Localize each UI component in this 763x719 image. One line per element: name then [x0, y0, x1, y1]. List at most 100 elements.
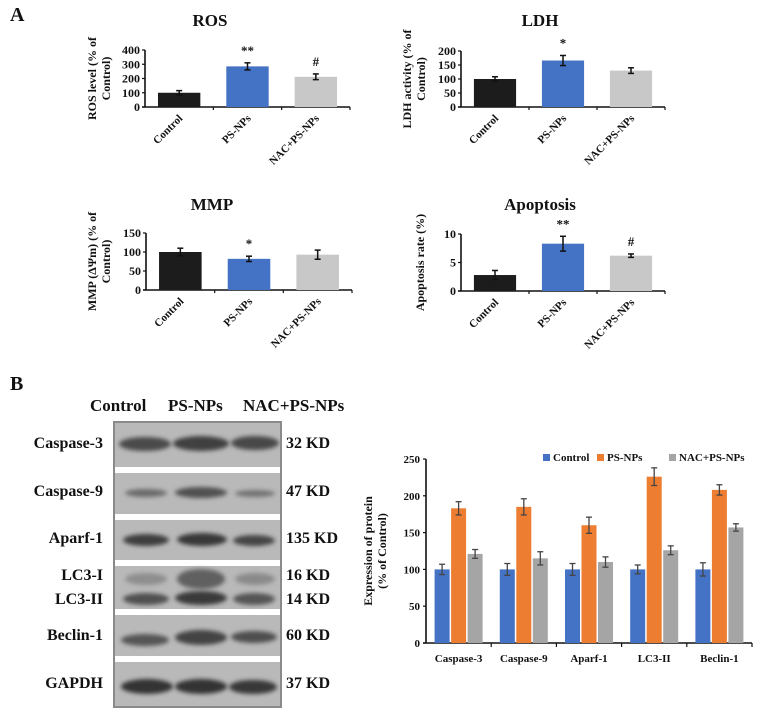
x-tick-label: Control [152, 296, 186, 330]
blot-protein-aparf1: Aparf-1 [48, 530, 103, 547]
y-axis-label: LDH activity (% of [400, 29, 414, 129]
blot-separator [115, 609, 280, 615]
bar-control-aparf-1 [565, 569, 580, 643]
blot-protein-lc3-ii: LC3-II [54, 591, 103, 608]
blot-separator [115, 467, 280, 473]
blot-size-lc3-i: 16 KD [286, 567, 330, 584]
chart-title: ROS [193, 11, 228, 30]
y-tick-label: 10 [444, 227, 456, 241]
band [233, 535, 275, 546]
x-tick-label: Control [467, 113, 501, 147]
bar-control-lc3-ii [630, 569, 646, 643]
y-tick-label: 150 [404, 528, 421, 540]
western-blot-image [113, 421, 282, 708]
y-tick-label: 200 [404, 491, 421, 503]
blot-size-lc3-ii: 14 KD [286, 591, 330, 608]
legend-swatch [543, 454, 550, 461]
blot-separator [115, 656, 280, 662]
blot-size-beclin1: 60 KD [286, 627, 330, 644]
chart-mmp: MMP MMP (ΔΨm) (% of Control) 0 50 100 150 Contr… [85, 195, 353, 350]
bar-control-caspase-3 [434, 569, 450, 643]
legend-label: NAC+PS-NPs [679, 452, 745, 464]
bar-control-caspase-9 [499, 569, 515, 643]
y-tick-label: 200 [122, 72, 140, 86]
y-tick-label: 100 [438, 72, 456, 86]
x-tick-label: PS-NPs [536, 296, 570, 330]
bar-nac+ps-nps-beclin-1 [728, 527, 744, 643]
band [125, 489, 167, 497]
y-axis-label: Expression of protein [361, 496, 375, 606]
x-tick-label: PS-NPs [536, 112, 570, 146]
y-axis-label: (% of Control) [375, 513, 389, 589]
band [231, 436, 279, 450]
band [123, 593, 169, 605]
significance-mark: ** [557, 216, 570, 231]
chart-ldh: LDH LDH activity (% of Control) 05010015020… [400, 11, 666, 167]
y-axis-label: Control) [99, 57, 113, 101]
bar-nac+ps-nps-lc3-ii [663, 550, 679, 643]
blot-col-nac-ps-nps: NAC+PS-NPs [243, 396, 345, 415]
legend-label: Control [553, 452, 589, 464]
y-tick-label: 50 [409, 601, 421, 613]
chart-protein-expression: Expression of protein (% of Control) 0 50 10… [361, 452, 753, 665]
band [233, 593, 275, 605]
legend-label: PS-NPs [607, 452, 643, 464]
bar-nac+ps-nps [609, 70, 653, 107]
chart-title: MMP [191, 195, 233, 214]
bar-ps-nps [227, 258, 271, 290]
x-tick-label: Caspase-9 [500, 653, 548, 665]
x-tick-label: NAC+PS-NPs [582, 112, 637, 167]
x-tick-label: Control [151, 113, 185, 147]
band [177, 533, 227, 546]
y-tick-label: 0 [450, 284, 456, 298]
panel-a-label: A [10, 4, 25, 26]
bar-control-beclin-1 [695, 569, 711, 643]
y-tick-label: 50 [444, 86, 456, 100]
band [231, 631, 277, 643]
band [235, 490, 275, 497]
x-tick-label: NAC+PS-NPs [267, 112, 322, 167]
y-axis-label: MMP (ΔΨm) (% of [85, 211, 99, 311]
y-tick-label: 400 [122, 43, 140, 57]
band [175, 487, 227, 498]
bar-control [473, 79, 517, 107]
bar-ps-nps-beclin-1 [711, 489, 727, 643]
y-axis-label: Apoptosis rate (%) [413, 214, 427, 311]
band [175, 679, 227, 694]
x-tick-label: NAC+PS-NPs [269, 295, 324, 350]
y-tick-label: 0 [135, 283, 141, 297]
x-tick-label: LC3-II [638, 653, 671, 665]
bar-nac+ps-nps [609, 255, 653, 291]
band [229, 680, 277, 694]
blot-separator [115, 514, 280, 520]
x-tick-label: PS-NPs [220, 112, 254, 146]
y-tick-label: 250 [404, 454, 421, 466]
x-tick-label: Control [467, 297, 501, 331]
bar-nac+ps-nps [294, 76, 338, 107]
bar-nac+ps-nps [296, 254, 339, 290]
bar-nac+ps-nps-caspase-9 [532, 558, 548, 643]
significance-mark: # [628, 234, 635, 249]
significance-mark: # [313, 54, 320, 69]
band [175, 591, 227, 605]
band [121, 634, 169, 646]
y-tick-label: 50 [129, 264, 141, 278]
x-tick-label: NAC+PS-NPs [582, 296, 637, 351]
chart-title: LDH [522, 11, 559, 30]
blot-size-caspase9: 47 KD [286, 483, 330, 500]
band [235, 573, 275, 585]
y-axis-label: Control) [99, 240, 113, 284]
band [177, 569, 225, 589]
bar-nac+ps-nps-aparf-1 [598, 562, 613, 643]
band [119, 437, 171, 451]
y-tick-label: 100 [404, 564, 421, 576]
y-tick-label: 200 [438, 44, 456, 58]
blot-protein-caspase3: Caspase-3 [33, 435, 103, 452]
bar-ps-nps-caspase-9 [516, 506, 532, 643]
significance-mark: * [246, 236, 253, 251]
band [123, 534, 169, 546]
bar-nac+ps-nps-caspase-3 [467, 553, 483, 643]
chart-title: Apoptosis [504, 195, 576, 214]
x-tick-label: PS-NPs [222, 295, 256, 329]
